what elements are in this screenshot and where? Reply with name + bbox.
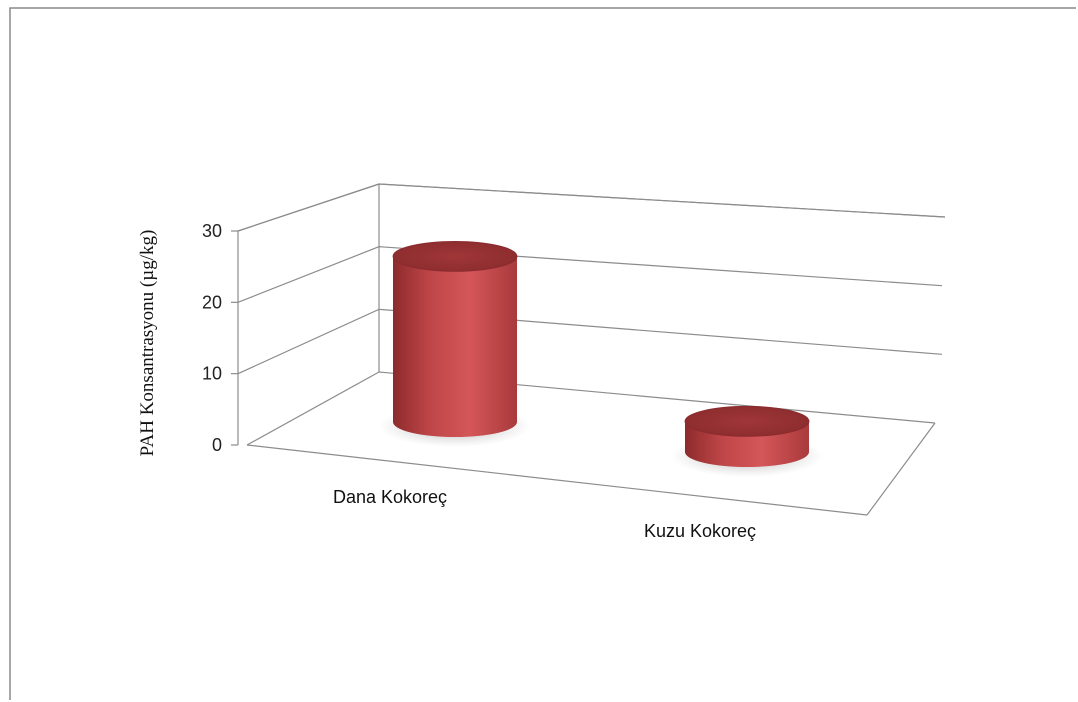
bar-body [393,256,517,437]
x-category-label: Kuzu Kokoreç [644,521,756,541]
bar-1 [379,240,531,447]
y-tick-label: 10 [202,364,222,384]
category-labels: Dana Kokoreç Kuzu Kokoreç [333,487,756,541]
bars [379,240,823,477]
gridlines [231,183,946,446]
y-axis-title: PAH Konsantrasyonu (µg/kg) [137,230,158,457]
gridline [237,246,943,303]
chart-border [9,7,1076,700]
bar-top [684,405,810,437]
y-tick-label: 0 [212,435,222,455]
plot-frame [237,183,946,516]
y-tick-label: 20 [202,292,222,312]
floor-front-edge [246,444,868,516]
floor-left-edge [246,371,380,446]
bar-2 [671,405,823,477]
gridline [237,308,943,375]
floor-right-edge [866,422,936,516]
x-category-label: Dana Kokoreç [333,487,447,507]
y-tick-labels: 0 10 20 30 [202,221,222,455]
bar-top [392,240,518,272]
gridline [237,183,946,232]
y-tick-label: 30 [202,221,222,241]
